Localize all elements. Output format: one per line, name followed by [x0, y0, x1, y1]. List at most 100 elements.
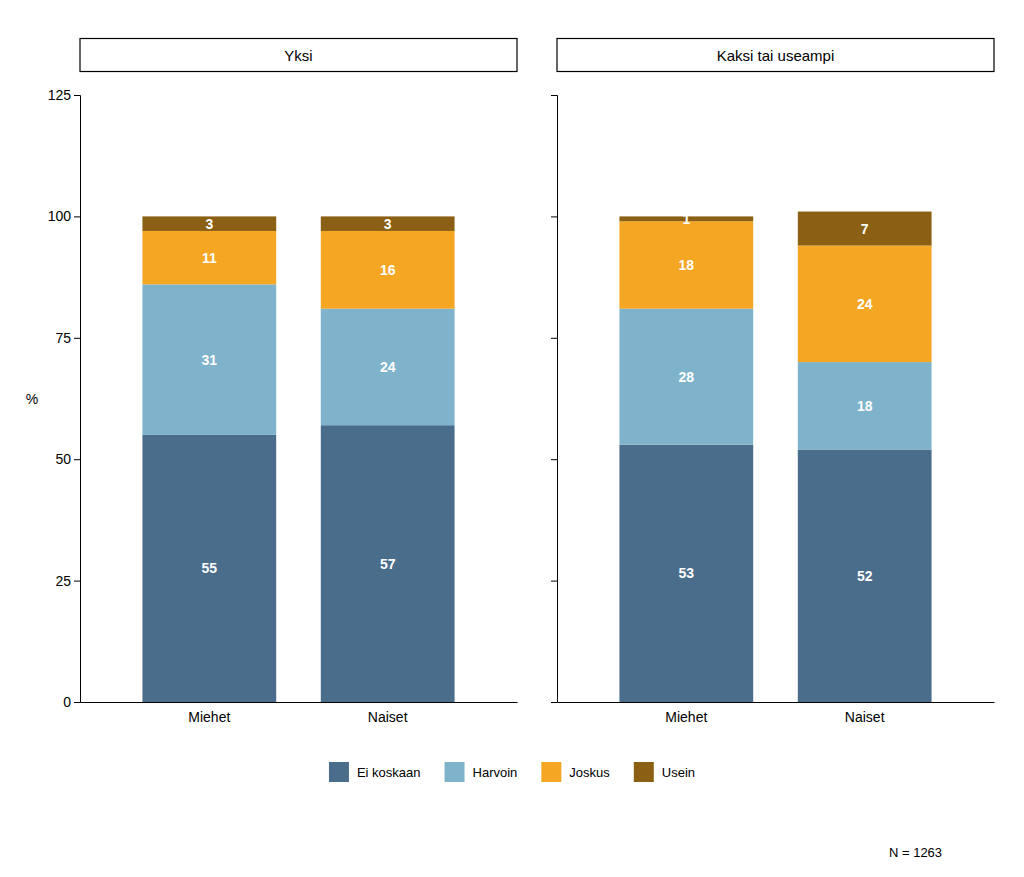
- y-axis: [551, 96, 558, 703]
- tick: [551, 459, 557, 460]
- tick-label: Naiset: [368, 709, 408, 725]
- bar: [142, 435, 276, 702]
- legend-swatch: [329, 762, 349, 782]
- axis-line: [74, 96, 81, 703]
- title-box: Kaksi tai useampi: [557, 39, 994, 72]
- tick: Miehet: [188, 702, 230, 725]
- legend-item: Ei koskaan: [329, 762, 421, 782]
- series: [142, 216, 454, 231]
- data-label: 18: [679, 257, 695, 273]
- data-label: 24: [857, 296, 873, 312]
- tick-label: 50: [55, 451, 71, 467]
- bar: [619, 309, 753, 445]
- title-frame: [80, 39, 517, 72]
- data-label: 7: [861, 221, 869, 237]
- bar: [619, 445, 753, 702]
- x-axis: Miehet Naiset: [81, 702, 518, 725]
- title: Yksi: [284, 47, 312, 64]
- chart: 555731241116330255075100125MiehetNaiset%…: [0, 0, 1024, 877]
- tick-mark: [74, 459, 80, 460]
- data-label: 31: [202, 352, 218, 368]
- axis-line: [551, 96, 558, 703]
- legend-label: Joskus: [569, 765, 610, 780]
- tick: [551, 702, 557, 703]
- legend-item: Joskus: [541, 762, 610, 782]
- data-labels: 53 52 28 18 18 24 1 7: [679, 211, 873, 584]
- bar: [798, 212, 932, 246]
- data-label: 28: [679, 369, 695, 385]
- axis-line: [558, 702, 995, 703]
- axis-line: [81, 702, 518, 703]
- bar: [142, 216, 276, 231]
- tick-mark: [551, 459, 557, 460]
- tick-label: 125: [48, 87, 72, 103]
- legend-item: Usein: [634, 762, 695, 782]
- tick: [551, 581, 557, 582]
- tick: Naiset: [845, 702, 885, 725]
- data-label: 3: [205, 216, 213, 232]
- tick-mark: [74, 702, 80, 703]
- tick-mark: [74, 95, 80, 96]
- tick: [551, 338, 557, 339]
- bars: [619, 212, 931, 702]
- tick-mark: [74, 581, 80, 582]
- bar: [798, 449, 932, 702]
- tick-label: Naiset: [845, 709, 885, 725]
- panel: 555731241116330255075100125MiehetNaiset%…: [26, 39, 518, 725]
- tick-mark: [74, 338, 80, 339]
- tick: 25: [55, 573, 80, 589]
- legend: Ei koskaan Harvoin Joskus Usein: [329, 762, 695, 782]
- tick-mark: [551, 216, 557, 217]
- data-label: 53: [679, 565, 695, 581]
- tick-label: 25: [55, 573, 71, 589]
- data-label: 1: [682, 211, 690, 227]
- data-label: 24: [380, 359, 396, 375]
- data-label: 55: [202, 560, 218, 576]
- bar: [321, 231, 455, 309]
- title: Kaksi tai useampi: [717, 47, 835, 64]
- annotation: N = 1263: [889, 845, 942, 860]
- data-label: 18: [857, 398, 873, 414]
- bar: [798, 246, 932, 363]
- legend-label: Ei koskaan: [357, 765, 421, 780]
- data-label: 52: [857, 568, 873, 584]
- tick: Naiset: [368, 702, 408, 725]
- tick: 75: [55, 330, 80, 346]
- tick-mark: [74, 216, 80, 217]
- bar: [321, 216, 455, 231]
- bar: [142, 284, 276, 435]
- series: [142, 231, 454, 309]
- legend-item: Harvoin: [445, 762, 518, 782]
- tick-mark: [551, 702, 557, 703]
- tick: Miehet: [665, 702, 707, 725]
- y-axis: 0 25 50 75 100 125: [48, 87, 81, 710]
- series: [142, 425, 454, 702]
- tick-label: 75: [55, 330, 71, 346]
- data-label: 16: [380, 262, 396, 278]
- legend-swatch: [541, 762, 561, 782]
- series: [619, 212, 931, 246]
- legend-swatch: [634, 762, 654, 782]
- tick: 125: [48, 87, 80, 103]
- tick-label: 100: [48, 208, 72, 224]
- series: [619, 445, 931, 702]
- legend-label: Harvoin: [473, 765, 518, 780]
- bars: [142, 216, 454, 702]
- title-box: Yksi: [80, 39, 517, 72]
- tick: [551, 216, 557, 217]
- bar: [619, 221, 753, 308]
- tick-mark: [551, 338, 557, 339]
- bar: [321, 309, 455, 426]
- y-label: %: [26, 391, 38, 407]
- tick-label: Miehet: [188, 709, 230, 725]
- tick-label: 0: [63, 694, 71, 710]
- title-frame: [557, 39, 994, 72]
- bar: [798, 362, 932, 449]
- tick-mark: [551, 95, 557, 96]
- bar: [142, 231, 276, 284]
- data-label: 57: [380, 556, 396, 572]
- bar: [321, 425, 455, 702]
- data-label: 3: [384, 216, 392, 232]
- panel: 53 52 28 18 18 24 1 7 Miehet Naiset Kaksi tai usea…: [551, 39, 995, 725]
- data-labels: 55573124111633: [202, 216, 396, 577]
